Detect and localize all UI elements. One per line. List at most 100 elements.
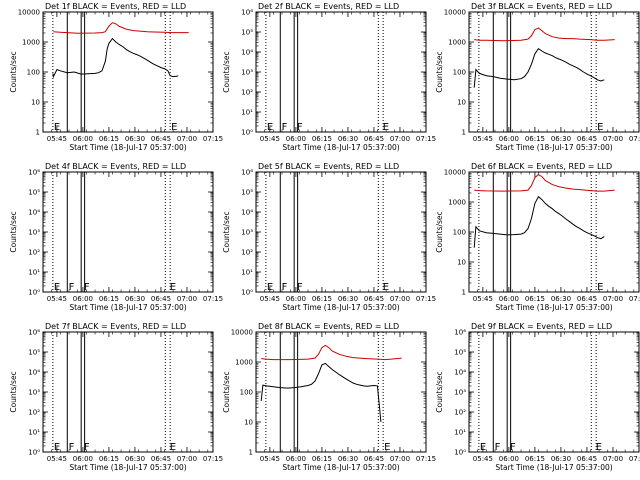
series-events [52,37,179,79]
y-axis-label: Counts/sec [222,371,231,412]
panel-det-2: Det 2f BLACK = Events, RED = LLD 10⁰ 10¹ 10… [222,2,436,152]
flag-F: F [282,282,288,293]
y-tick-label: 1 [36,129,40,137]
y-tick-label: 10² [28,249,40,257]
flag-E: E [170,282,176,293]
plot-frame [255,171,427,293]
panel-title: Det 1f BLACK = Events, RED = LLD [45,2,186,11]
flag-F: F [84,282,90,293]
y-tick-label: 1 [462,129,466,137]
y-axis-label: Counts/sec [9,211,18,252]
x-tick-label: 07:15 [416,295,436,303]
y-tick-label: 10¹ [28,269,40,277]
y-tick-label: 10000 [18,9,40,17]
x-tick-label: 06:30 [125,135,145,143]
panel-title: Det 3f BLACK = Events, RED = LLD [471,2,612,11]
x-tick-label: 07:00 [603,135,623,143]
y-tick-label: 1000 [448,39,466,47]
flag-E: E [597,282,603,293]
plot-frame [468,11,640,133]
y-tick-label: 10³ [241,229,253,237]
flag-E: E [267,282,273,293]
x-tick-label: 07:15 [203,295,223,303]
panel-det-1: Det 1f BLACK = Events, RED = LLD 1 10 100 10… [9,2,223,152]
x-axis-label: Start Time (18-Jul-17 05:37:00) [495,143,612,152]
panel-det-5: Det 5f BLACK = Events, RED = LLD 10⁰ 10¹ 10… [222,162,436,312]
y-tick-label: 10 [244,419,253,427]
x-tick-label: 06:15 [312,135,332,143]
y-tick-label: 10⁴ [28,209,40,217]
x-axis-label: Start Time (18-Jul-17 05:37:00) [495,303,612,312]
x-tick-label: 05:45 [473,135,493,143]
y-tick-label: 1 [462,289,466,297]
y-tick-label: 10 [31,99,40,107]
panel-det-8: Det 8f BLACK = Events, RED = LLD 1 10 100 10… [222,322,436,472]
y-axis-label: Counts/sec [435,211,444,252]
x-tick-label: 06:30 [125,295,145,303]
y-tick-label: 1000 [448,199,466,207]
y-axis-label: Counts/sec [9,371,18,412]
flag-F: F [69,282,75,293]
y-tick-label: 10² [241,89,253,97]
x-tick-label: 07:15 [203,455,223,463]
y-tick-label: 10² [454,409,466,417]
plot-frame [255,331,427,453]
x-tick-label: 06:30 [125,455,145,463]
x-tick-label: 07:15 [629,455,640,463]
flag-E: E [54,282,60,293]
y-tick-label: 10000 [444,169,466,177]
x-tick-label: 06:00 [499,295,519,303]
y-tick-label: 1 [249,449,253,457]
x-tick-label: 06:30 [338,455,358,463]
y-axis-label: Counts/sec [222,211,231,252]
panel-title: Det 4f BLACK = Events, RED = LLD [45,162,186,171]
flag-E: E [267,122,273,133]
x-tick-label: 06:15 [525,135,545,143]
x-tick-label: 06:45 [364,295,384,303]
y-tick-label: 10⁵ [241,189,253,197]
x-tick-label: 06:45 [577,295,597,303]
series-events [473,195,605,248]
x-tick-label: 06:15 [99,135,119,143]
y-tick-label: 10⁶ [241,169,253,177]
x-tick-label: 06:15 [525,295,545,303]
x-tick-label: 05:45 [473,295,493,303]
series-events [473,48,605,88]
flag-E: E [383,282,389,293]
y-tick-label: 10¹ [28,429,40,437]
panel-title: Det 7f BLACK = Events, RED = LLD [45,322,186,331]
y-tick-label: 10⁴ [454,369,466,377]
x-tick-label: 07:00 [390,295,410,303]
plot-frame [42,331,214,453]
y-tick-label: 10000 [231,329,253,337]
x-tick-label: 06:30 [551,295,571,303]
x-tick-label: 07:15 [629,135,640,143]
x-tick-label: 05:45 [260,455,280,463]
panel-det-3: Det 3f BLACK = Events, RED = LLD 1 10 100 10… [435,2,640,152]
flag-E: E [383,122,389,133]
x-tick-label: 06:00 [73,455,93,463]
x-axis-label: Start Time (18-Jul-17 05:37:00) [282,463,399,472]
y-tick-label: 10⁵ [28,189,40,197]
flag-E: E [480,442,486,453]
flag-F: F [84,442,90,453]
flag-E: E [170,442,176,453]
plot-frame [42,171,214,293]
x-tick-label: 06:00 [73,135,93,143]
flag-E: E [54,122,60,133]
x-tick-label: 06:30 [338,135,358,143]
series-lld [474,173,615,192]
y-axis-label: Counts/sec [222,51,231,92]
flag-E: E [54,442,60,453]
y-tick-label: 100 [27,69,40,77]
y-tick-label: 10² [241,249,253,257]
y-tick-label: 10⁶ [241,9,253,17]
plot-frame [42,11,214,133]
x-tick-label: 07:00 [177,135,197,143]
x-tick-label: 05:45 [47,135,67,143]
y-tick-label: 10³ [454,389,466,397]
y-tick-label: 10⁵ [241,29,253,37]
y-tick-label: 1000 [22,39,40,47]
x-tick-label: 07:00 [177,455,197,463]
